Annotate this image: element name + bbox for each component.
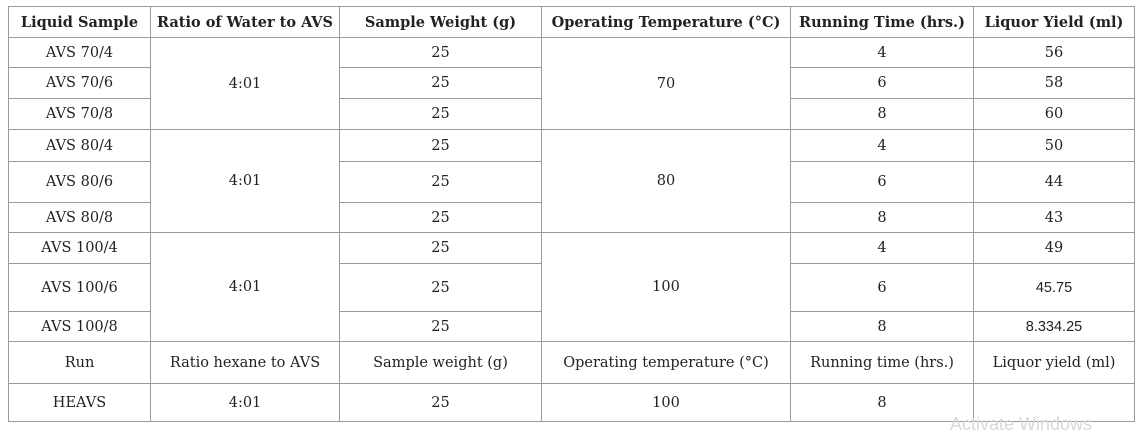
subheader-cell: Run	[8, 341, 151, 384]
cell-time: 4	[790, 37, 974, 68]
col-header: Ratio of Water to AVS	[150, 6, 340, 38]
table-row: AVS 100/6 25 6 45.75	[8, 263, 1135, 312]
cell-weight: 25	[339, 129, 542, 162]
cell-sample: AVS 70/4	[8, 37, 151, 68]
cell-yield: 56	[973, 37, 1135, 68]
cell-ratio: 4:01	[150, 37, 340, 130]
cell-yield: 50	[973, 129, 1135, 162]
cell-weight: 25	[339, 37, 542, 68]
cell-time: 8	[790, 311, 974, 342]
results-table: Liquid Sample Ratio of Water to AVS Samp…	[8, 6, 1135, 422]
subheader-cell: Operating temperature (°C)	[541, 341, 791, 384]
cell-sample: AVS 100/8	[8, 311, 151, 342]
col-header: Sample Weight (g)	[339, 6, 542, 38]
cell-sample: AVS 80/6	[8, 161, 151, 203]
subheader-cell: Liquor yield (ml)	[973, 341, 1135, 384]
cell-time: 4	[790, 129, 974, 162]
table-row: AVS 70/4 4:01 25 70 4 56	[8, 37, 1135, 130]
cell-time: 6	[790, 263, 974, 312]
cell-yield: 43	[973, 202, 1135, 233]
table-row: HEAVS 4:01 25 100 8	[8, 383, 1135, 422]
col-header: Liquid Sample	[8, 6, 151, 38]
cell-temperature: 70	[541, 37, 791, 130]
cell-weight: 25	[339, 311, 542, 342]
cell-weight: 25	[339, 202, 542, 233]
cell-time: 6	[790, 161, 974, 203]
subheader-row: Run Ratio hexane to AVS Sample weight (g…	[8, 341, 1135, 384]
cell-yield: 60	[973, 98, 1135, 130]
col-header: Running Time (hrs.)	[790, 6, 974, 38]
table-row: AVS 100/8 25 8 8.334.25	[8, 311, 1135, 342]
cell-temperature: 100	[541, 232, 791, 342]
subheader-cell: Running time (hrs.)	[790, 341, 974, 384]
cell-weight: 25	[339, 232, 542, 264]
cell-weight: 25	[339, 161, 542, 203]
cell-yield: 49	[973, 232, 1135, 264]
cell-yield: 58	[973, 67, 1135, 99]
cell-sample: AVS 70/8	[8, 98, 151, 130]
cell-yield: 8.334.25	[973, 311, 1135, 342]
cell-ratio: 4:01	[150, 383, 340, 422]
cell-time: 4	[790, 232, 974, 264]
subheader-cell: Ratio hexane to AVS	[150, 341, 340, 384]
cell-yield: 44	[973, 161, 1135, 203]
table-row: AVS 100/4 4:01 25 100 4 49	[8, 232, 1135, 342]
table-row: AVS 80/8 25 8 43	[8, 202, 1135, 233]
table-row: AVS 80/6 25 6 44	[8, 161, 1135, 203]
cell-sample: AVS 70/6	[8, 67, 151, 99]
cell-time: 8	[790, 383, 974, 422]
cell-weight: 25	[339, 383, 542, 422]
cell-temperature: 100	[541, 383, 791, 422]
cell-sample: AVS 80/8	[8, 202, 151, 233]
cell-time: 6	[790, 67, 974, 99]
cell-sample: AVS 100/6	[8, 263, 151, 312]
subheader-cell: Sample weight (g)	[339, 341, 542, 384]
header-row: Liquid Sample Ratio of Water to AVS Samp…	[8, 6, 1135, 38]
table-row: AVS 70/8 25 8 60	[8, 98, 1135, 130]
table-row: AVS 80/4 4:01 25 80 4 50	[8, 129, 1135, 233]
cell-ratio: 4:01	[150, 232, 340, 342]
cell-ratio: 4:01	[150, 129, 340, 233]
cell-weight: 25	[339, 263, 542, 312]
cell-weight: 25	[339, 98, 542, 130]
col-header: Operating Temperature (°C)	[541, 6, 791, 38]
cell-temperature: 80	[541, 129, 791, 233]
cell-time: 8	[790, 98, 974, 130]
cell-yield	[973, 383, 1135, 422]
cell-sample: AVS 100/4	[8, 232, 151, 264]
col-header: Liquor Yield (ml)	[973, 6, 1135, 38]
cell-weight: 25	[339, 67, 542, 99]
cell-sample: AVS 80/4	[8, 129, 151, 162]
cell-time: 8	[790, 202, 974, 233]
cell-run: HEAVS	[8, 383, 151, 422]
cell-yield: 45.75	[973, 263, 1135, 312]
